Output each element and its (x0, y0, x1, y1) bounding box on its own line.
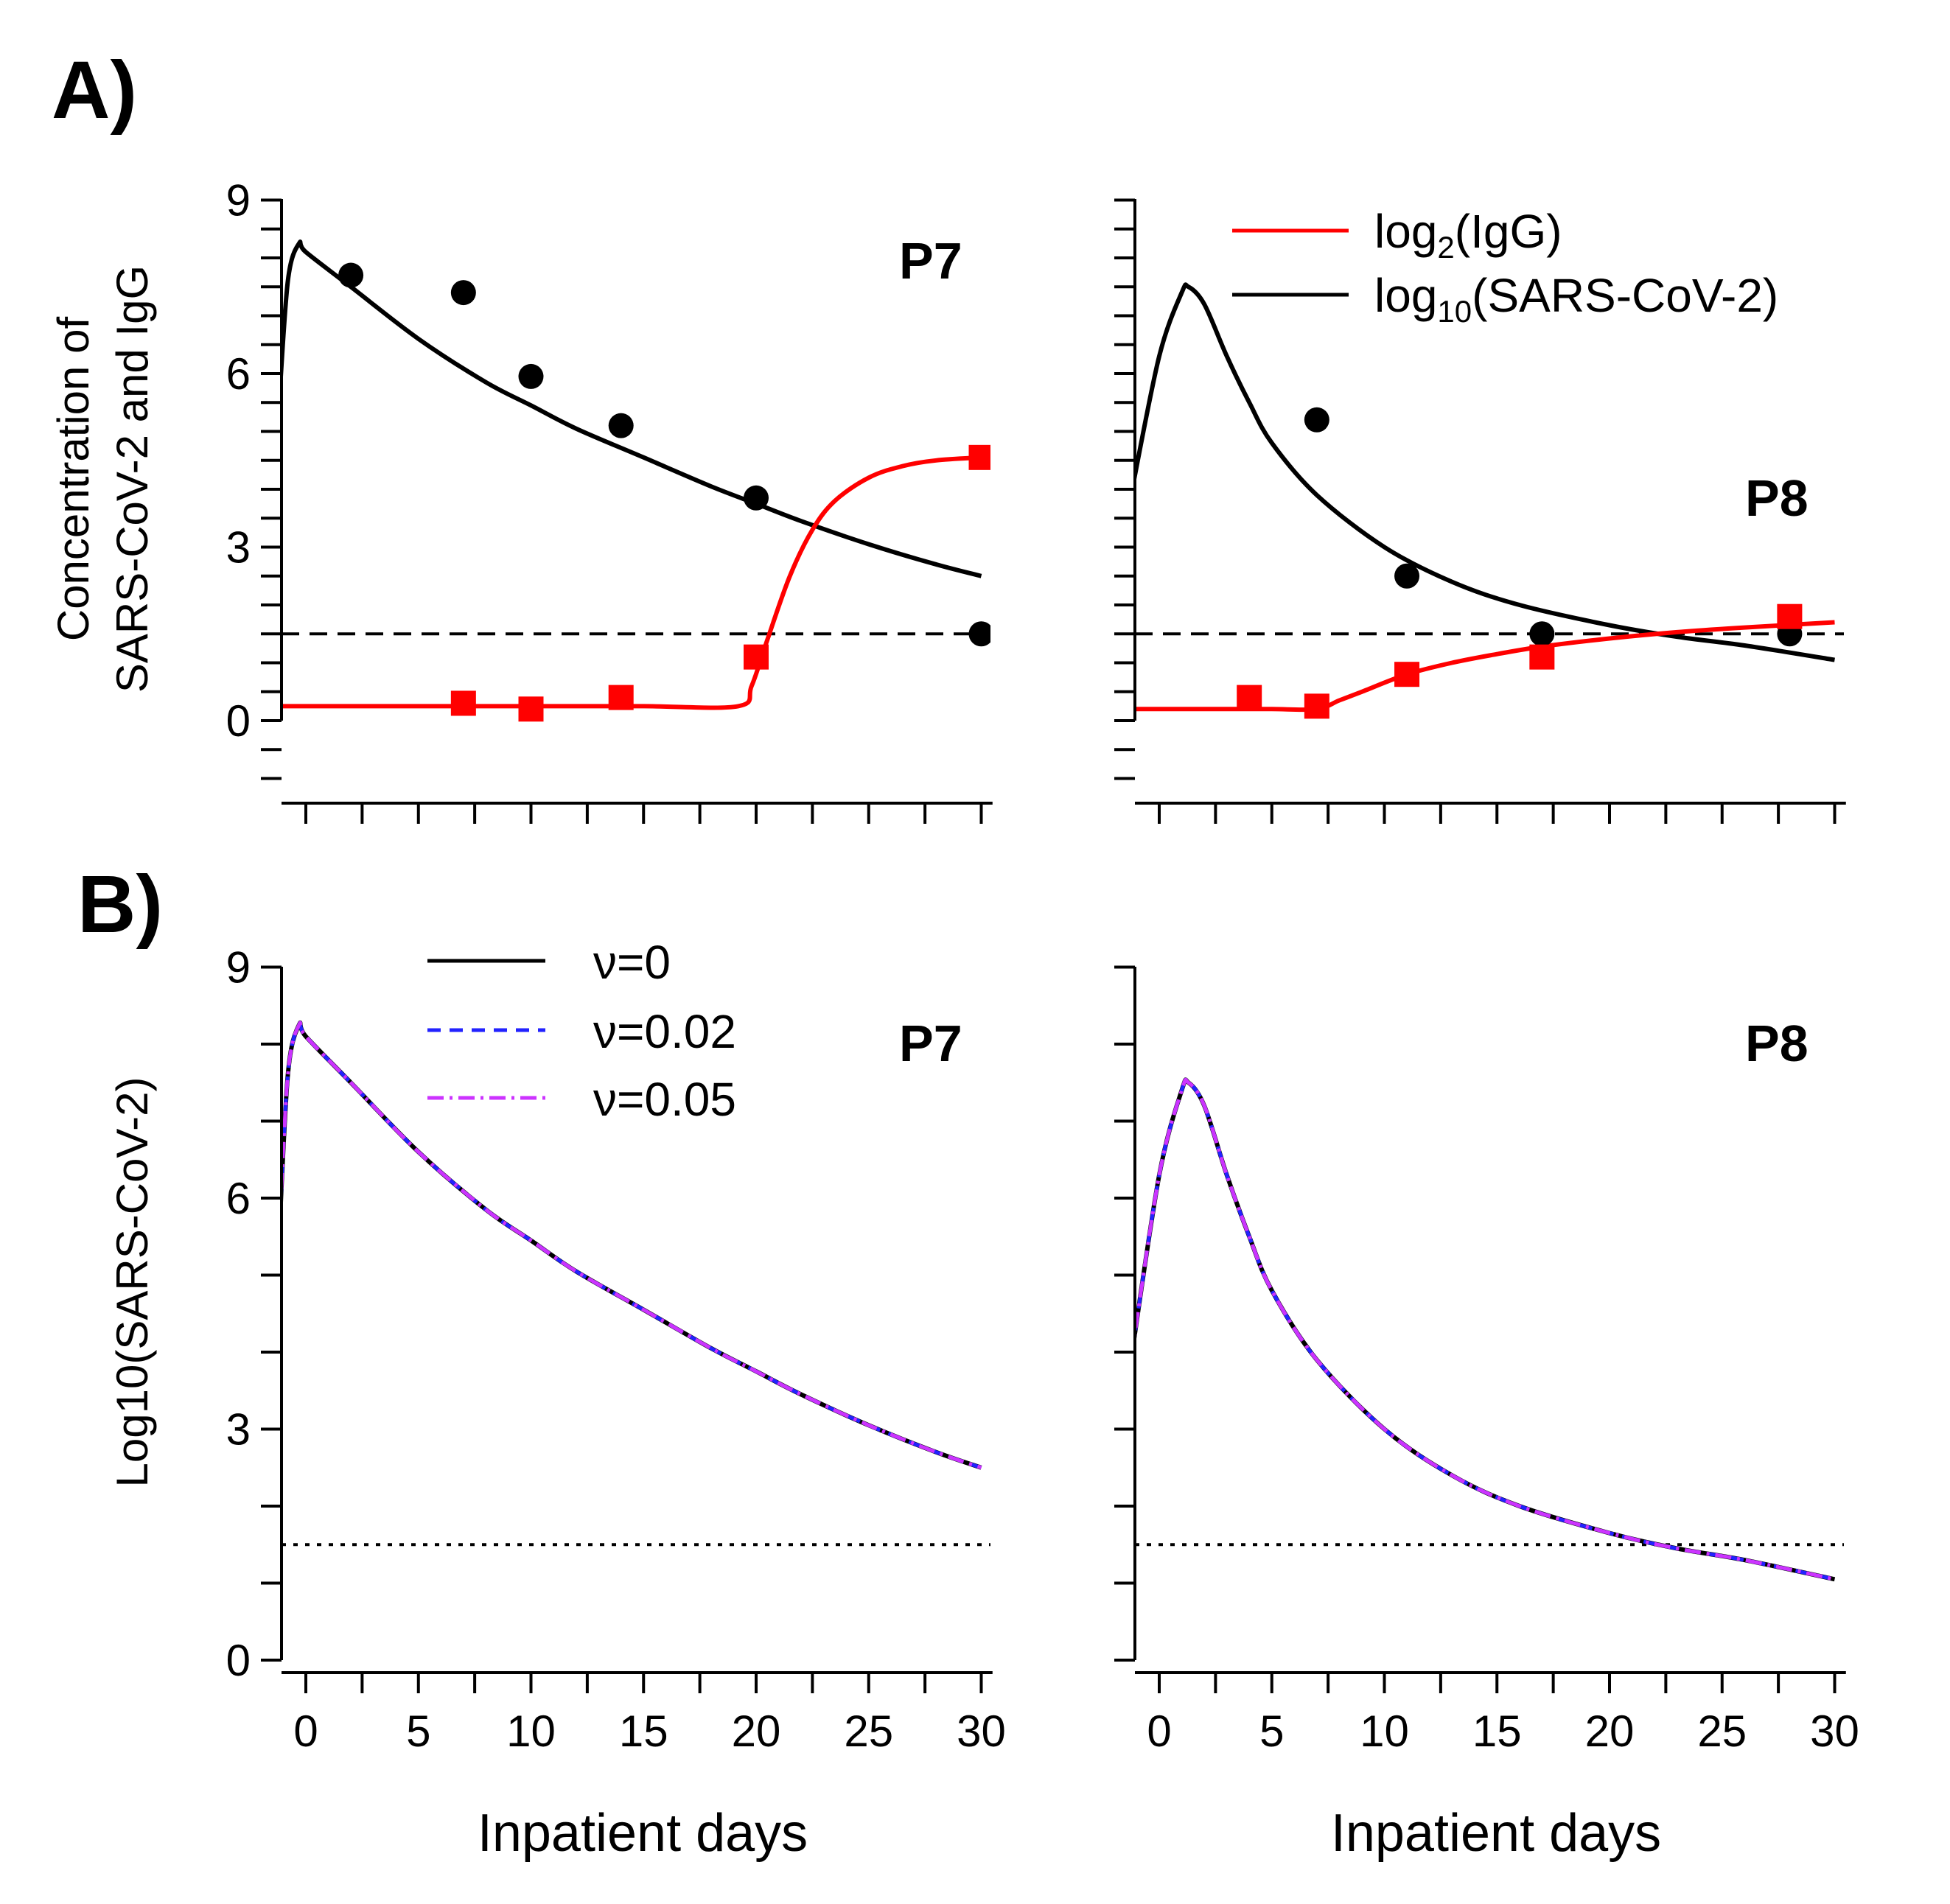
virus-data-point (1394, 563, 1420, 589)
virus-data-point (338, 262, 364, 288)
igg-model-line (1135, 620, 1835, 713)
x-tick-label: 25 (844, 1707, 893, 1756)
igg-data-point (1529, 644, 1555, 670)
igg-data-point (1304, 693, 1329, 719)
virus-data-point (450, 280, 476, 306)
y-tick-label: 0 (226, 1636, 251, 1685)
x-tick-label: 5 (1259, 1707, 1284, 1756)
x-tick-label: 30 (1810, 1707, 1859, 1756)
x-tick-label: 20 (1585, 1707, 1635, 1756)
igg-data-point (450, 690, 476, 716)
y-tick-label: 6 (226, 349, 251, 399)
x-tick-label: 0 (1147, 1707, 1171, 1756)
y-tick-label: 3 (226, 523, 251, 573)
legend-b-nu005-label: ν=0.05 (593, 1073, 736, 1126)
series-nu-0.05 (1135, 1077, 1836, 1581)
legend-a-igg-label: log2(IgG) (1374, 205, 1562, 265)
igg-data-point (968, 444, 990, 470)
x-tick-label: 15 (1472, 1707, 1522, 1756)
y-tick-label: 6 (226, 1174, 251, 1223)
y-axis-label-a-line2: SARS-CoV-2 and IgG (108, 265, 157, 693)
y-tick-label: 9 (226, 176, 251, 225)
panel-a-p7: P7 Concentration of SARS-CoV-2 and IgG 0… (49, 176, 993, 824)
patient-label-a-p7: P7 (899, 232, 962, 290)
y-axis-label-a-line1: Concentration of (49, 317, 98, 642)
legend-b: ν=0 ν=0.02 ν=0.05 (427, 936, 736, 1126)
x-tick-label: 15 (619, 1707, 668, 1756)
patient-label-b-p8: P8 (1745, 1015, 1809, 1072)
legend-b-nu002-label: ν=0.02 (593, 1005, 736, 1058)
panel-a-p8: P8 log2(IgG) log10(SARS-CoV-2) (1114, 198, 1846, 824)
x-tick-label: 5 (406, 1707, 430, 1756)
virus-data-point (1304, 407, 1329, 433)
virus-data-point (744, 485, 769, 511)
x-tick-label: 10 (1360, 1707, 1409, 1756)
x-tick-label: 0 (293, 1707, 318, 1756)
virus-data-point (968, 621, 990, 647)
series-nu-0.02 (1135, 1077, 1836, 1581)
virus-model-line (282, 239, 982, 578)
x-tick-label: 30 (957, 1707, 1006, 1756)
y-axis-label-b: Log10(SARS-CoV-2) (108, 1077, 157, 1488)
y-tick-label: 3 (226, 1405, 251, 1455)
y-tick-label: 9 (226, 943, 251, 993)
patient-label-b-p7: P7 (899, 1015, 962, 1072)
x-tick-label: 20 (732, 1707, 781, 1756)
patient-label-a-p8: P8 (1745, 469, 1809, 527)
x-tick-label: 10 (506, 1707, 556, 1756)
igg-data-point (1777, 603, 1803, 629)
series-nu-0.05 (282, 1021, 982, 1470)
panel-label-a: A) (52, 45, 137, 136)
x-axis-label-b-p8: Inpatient days (1331, 1804, 1661, 1863)
x-axis-label-b-p7: Inpatient days (478, 1804, 808, 1863)
virus-data-point (1529, 621, 1555, 647)
y-tick-label: 0 (226, 696, 251, 746)
virus-data-point (518, 363, 544, 389)
igg-data-point (608, 685, 634, 710)
igg-data-point (1394, 662, 1420, 687)
panel-b-p8: P8 Inpatient days 0 5 10 15 20 25 30 (1114, 965, 1859, 1863)
legend-b-nu0-label: ν=0 (593, 936, 671, 989)
igg-data-point (1237, 685, 1262, 710)
x-tick-label: 25 (1697, 1707, 1747, 1756)
series-nu-0 (1135, 1077, 1836, 1582)
virus-model-line (1135, 282, 1835, 662)
igg-data-point (744, 644, 769, 670)
panel-b-p7: P7 Log10(SARS-CoV-2) Inpatient days ν=0 … (108, 936, 1006, 1863)
igg-model-line (282, 455, 982, 710)
virus-data-point (608, 413, 634, 438)
panel-label-b: B) (77, 859, 163, 950)
legend-a-virus-label: log10(SARS-CoV-2) (1374, 269, 1778, 329)
legend-a: log2(IgG) log10(SARS-CoV-2) (1232, 205, 1778, 329)
igg-data-point (518, 696, 544, 722)
